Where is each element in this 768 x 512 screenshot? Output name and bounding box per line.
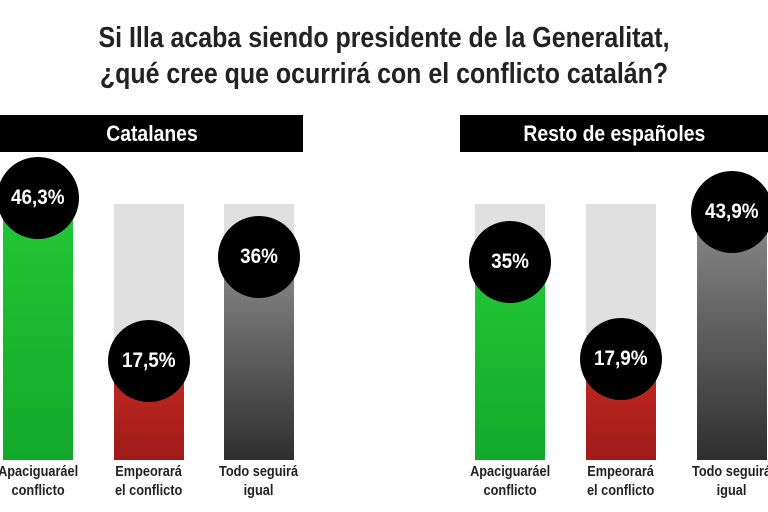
bar-apaciguara: [3, 198, 73, 460]
category-label: Apaciguaráel conflicto: [0, 463, 79, 499]
bar-seguira-igual: [697, 211, 767, 460]
category-label: Todo seguirá igual: [692, 463, 768, 499]
category-label: Empeorará el conflicto: [115, 463, 183, 499]
value-label: 35%: [469, 221, 551, 304]
category-label: Todo seguirá igual: [219, 463, 299, 499]
panel-header-catalanes: Catalanes: [0, 115, 303, 152]
value-label: 36%: [218, 215, 300, 298]
chart-title-line-2: ¿qué cree que ocurrirá con el conflicto …: [99, 58, 669, 90]
value-label: 43,9%: [691, 170, 768, 253]
category-label: Apaciguaráel conflicto: [469, 463, 551, 499]
chart-title-line-1: Si Illa acaba siendo presidente de la Ge…: [98, 22, 670, 54]
panel-header-resto: Resto de españoles: [460, 115, 768, 152]
category-label: Empeorará el conflicto: [587, 463, 655, 499]
value-label: 46,3%: [0, 157, 79, 240]
value-label: 17,9%: [580, 317, 662, 400]
value-label: 17,5%: [108, 320, 190, 403]
